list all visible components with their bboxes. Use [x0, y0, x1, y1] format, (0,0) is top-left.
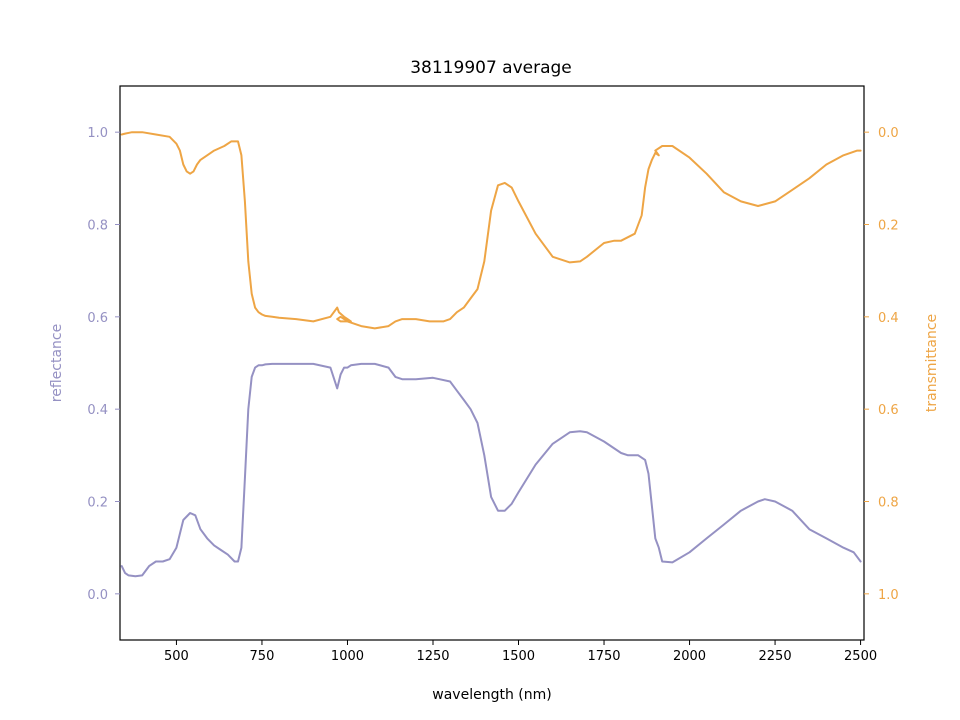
x-axis: 500 750 1000 1250 1500 1750 2000 2250 2500 [164, 640, 877, 664]
y-axis-left: 0.0 0.2 0.4 0.6 0.8 1.0 [87, 126, 120, 603]
plot-frame [119, 85, 865, 641]
reflectance-series-line [120, 362, 862, 578]
x-tick-label: 2500 [844, 649, 877, 664]
y-left-tick-label: 1.0 [87, 126, 108, 141]
x-tick-label: 2250 [759, 649, 792, 664]
y-right-tick-label: 0.4 [878, 311, 899, 326]
y-left-tick-label: 0.4 [87, 403, 108, 418]
x-tick-label: 1500 [502, 649, 535, 664]
y-left-tick-label: 0.0 [87, 588, 108, 603]
y-axis-left-label: reflectance [49, 324, 65, 402]
x-tick-label: 1250 [416, 649, 449, 664]
y-right-tick-label: 0.0 [878, 126, 899, 141]
x-tick-label: 2000 [673, 649, 706, 664]
y-left-tick-label: 0.6 [87, 311, 108, 326]
x-tick-label: 1750 [587, 649, 620, 664]
y-axis-right: 0.0 0.2 0.4 0.6 0.8 1.0 [864, 126, 899, 603]
chart-title: 38119907 average [410, 58, 572, 78]
x-tick-label: 750 [250, 649, 275, 664]
transmittance-series-line [120, 131, 862, 330]
y-right-tick-label: 0.2 [878, 219, 899, 234]
y-right-tick-label: 1.0 [878, 588, 899, 603]
x-axis-label: wavelength (nm) [432, 687, 551, 703]
y-right-tick-label: 0.8 [878, 496, 899, 511]
y-axis-right-label: transmittance [924, 314, 940, 412]
y-left-tick-label: 0.2 [87, 496, 108, 511]
x-tick-label: 500 [164, 649, 189, 664]
plot-area [120, 131, 862, 578]
y-right-tick-label: 0.6 [878, 403, 899, 418]
y-left-tick-label: 0.8 [87, 219, 108, 234]
x-tick-label: 1000 [331, 649, 364, 664]
